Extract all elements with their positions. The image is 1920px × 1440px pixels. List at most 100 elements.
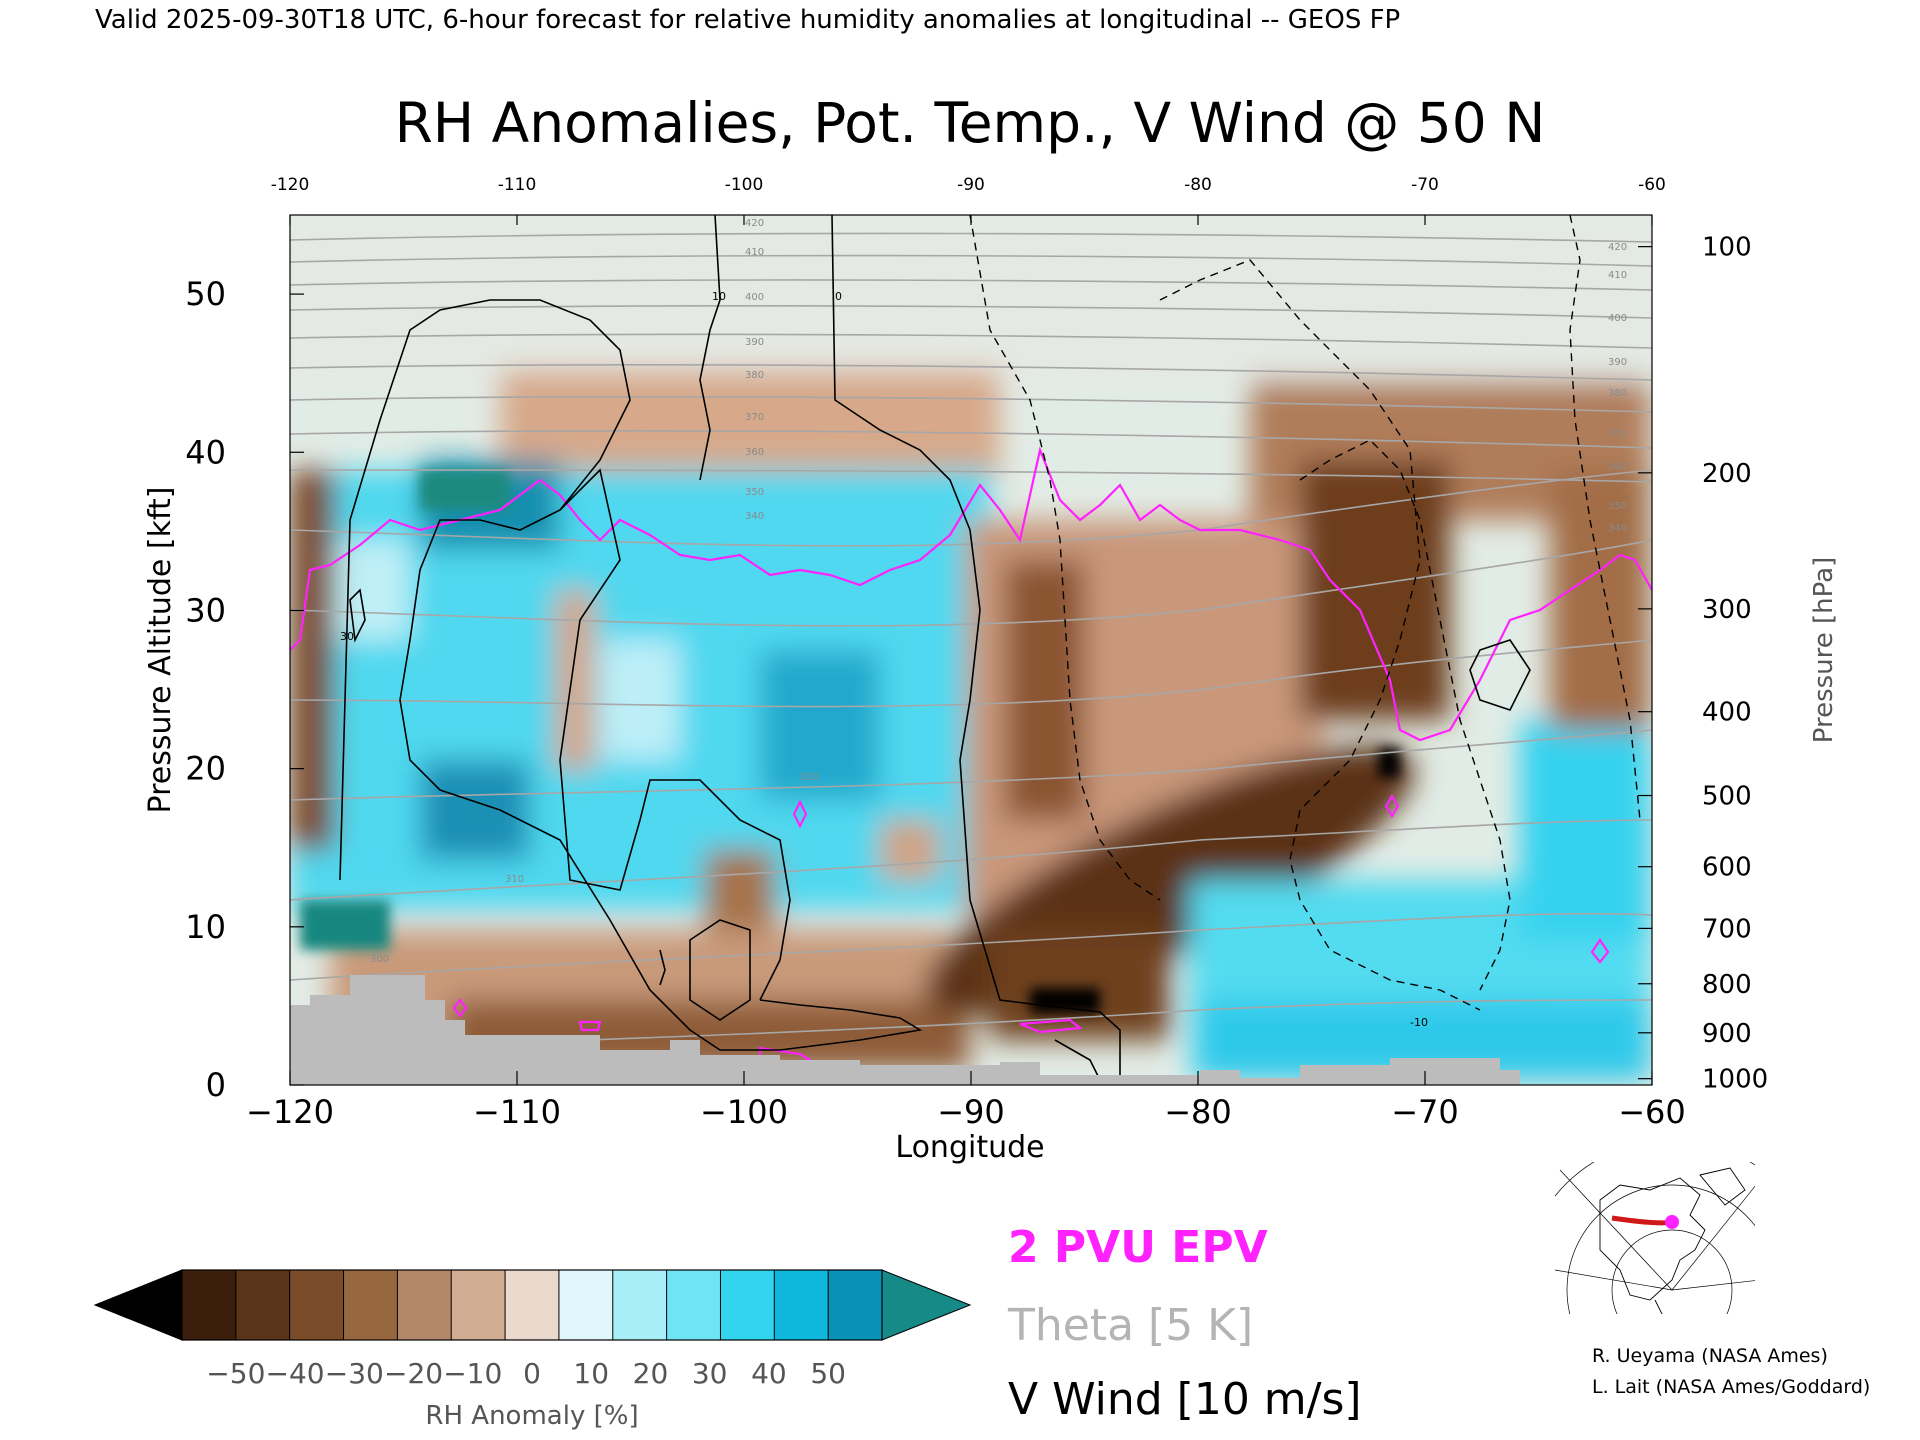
colorbar-swatch <box>343 1270 398 1340</box>
legend-theta: Theta [5 K] <box>1007 1300 1253 1351</box>
theta-label: 350 <box>745 487 764 498</box>
y-axis-right: 100 200 300 400 500 600 700 800 900 1000 <box>1638 233 1768 1095</box>
colorbar-tick-label: −40 <box>266 1357 325 1390</box>
black-patch-mid <box>1378 748 1400 778</box>
theta-label: 340 <box>745 511 764 522</box>
pressure-tick-label: 400 <box>1702 698 1752 728</box>
tan-far-right <box>1550 470 1650 730</box>
legend: 2 PVU EPV Theta [5 K] V Wind [10 m/s] <box>1007 1222 1362 1425</box>
y-axis-left: 0 10 20 30 40 50 <box>185 275 304 1104</box>
legend-vwind: V Wind [10 m/s] <box>1008 1374 1362 1425</box>
rh-anomaly-field <box>290 215 1652 1080</box>
brown-right-arc <box>1300 460 1450 720</box>
colorbar-swatch <box>451 1270 506 1340</box>
x-axis-label: Longitude <box>895 1130 1044 1165</box>
wind-label: 10 <box>712 290 726 303</box>
blue-right-edge <box>1520 720 1650 940</box>
colorbar-swatch <box>666 1270 721 1340</box>
colorbar-tick-label: 10 <box>573 1357 609 1390</box>
colorbar-swatch <box>720 1270 775 1340</box>
theta-label: 410 <box>745 247 764 258</box>
credit-2: L. Lait (NASA Ames/Goddard) <box>1592 1376 1870 1398</box>
v-wind-negative-contours <box>969 215 1641 1011</box>
colorbar-over-triangle <box>881 1269 972 1341</box>
x-tick-label: −100 <box>700 1093 788 1131</box>
theta-label-right: 400 <box>1608 313 1627 324</box>
top-tick-label: -110 <box>498 175 537 195</box>
colorbar-swatch <box>774 1270 829 1340</box>
theta-label: 390 <box>745 337 764 348</box>
x-tick-label: −110 <box>473 1093 561 1131</box>
colorbar-tick-label: 40 <box>751 1357 787 1390</box>
theta-label: 420 <box>745 218 764 229</box>
blue-light-2 <box>330 540 410 640</box>
pressure-tick-label: 500 <box>1702 782 1752 812</box>
colorbar-under-triangle <box>93 1269 183 1341</box>
y-tick-label: 30 <box>185 591 226 629</box>
colorbar-swatch <box>182 1270 237 1340</box>
tan-streak-1 <box>555 590 595 770</box>
theta-label: 360 <box>745 447 764 458</box>
top-tick-label: -90 <box>957 175 985 195</box>
tan-streak-2 <box>880 820 940 880</box>
credit-1: R. Ueyama (NASA Ames) <box>1592 1345 1828 1367</box>
pressure-tick-label: 1000 <box>1702 1065 1768 1095</box>
colorbar: −50 −40 −30 −20 −10 0 10 20 30 40 50 <box>93 1269 972 1390</box>
theta-label: 370 <box>745 412 764 423</box>
pressure-tick-label: 900 <box>1702 1019 1752 1049</box>
y-tick-label: 0 <box>206 1066 226 1104</box>
brown-lower-left <box>290 470 335 850</box>
top-tick-label: -120 <box>271 175 310 195</box>
x-tick-label: −80 <box>1164 1093 1232 1131</box>
colorbar-tick-label: −20 <box>384 1357 443 1390</box>
valid-line: Valid 2025-09-30T18 UTC, 6-hour forecast… <box>95 5 1400 35</box>
wind-labels: 10 0 -10 30 <box>340 290 1428 1029</box>
x-tick-label: −120 <box>246 1093 334 1131</box>
colorbar-frame <box>181 1269 883 1341</box>
theta-label: 320 <box>800 772 819 783</box>
rh-anomaly-details <box>300 470 1400 1014</box>
pressure-tick-label: 300 <box>1702 595 1752 625</box>
colorbar-swatch <box>612 1270 668 1340</box>
pressure-tick-label: 200 <box>1702 459 1752 489</box>
colorbar-tick-label: 30 <box>692 1357 728 1390</box>
terrain <box>290 975 1520 1085</box>
blue-deep-2 <box>420 760 530 860</box>
blue-light-1 <box>600 640 680 760</box>
wind-label: 30 <box>340 630 354 643</box>
colorbar-tick-label: −30 <box>325 1357 384 1390</box>
top-tick-label: -80 <box>1184 175 1212 195</box>
y-tick-label: 50 <box>185 275 226 313</box>
teal-patch-lower <box>300 900 390 950</box>
colorbar-label: RH Anomaly [%] <box>425 1401 638 1431</box>
plot-area <box>290 215 1652 1085</box>
colorbar-swatch <box>397 1270 452 1340</box>
colorbar-tick-label: 50 <box>810 1357 846 1390</box>
theta-label-right: 380 <box>1608 388 1627 399</box>
y-tick-label: 40 <box>185 433 226 471</box>
x-axis-bottom: −120 −110 −100 −90 −80 −70 −60 <box>246 1071 1686 1131</box>
x-axis-top: -120 -110 -100 -90 -80 -70 -60 <box>271 175 1666 225</box>
colorbar-tick-label: −10 <box>443 1357 502 1390</box>
v-wind-contours <box>339 215 1531 1085</box>
colorbar-tick-label: 0 <box>523 1357 541 1390</box>
top-tick-label: -70 <box>1411 175 1439 195</box>
tan-streak-3 <box>705 850 775 940</box>
theta-label: 380 <box>745 370 764 381</box>
section-marker <box>1665 1215 1679 1229</box>
x-tick-label: −70 <box>1391 1093 1459 1131</box>
y-tick-label: 10 <box>185 908 226 946</box>
y-tick-label: 20 <box>185 750 226 788</box>
colorbar-tick-label: 20 <box>633 1357 669 1390</box>
chart-title: RH Anomalies, Pot. Temp., V Wind @ 50 N <box>395 91 1546 155</box>
theta-label-right: 360 <box>1608 462 1627 473</box>
legend-epv: 2 PVU EPV <box>1008 1222 1268 1273</box>
theta-label: 310 <box>505 874 524 885</box>
colorbar-swatch <box>558 1270 614 1340</box>
pressure-tick-label: 700 <box>1702 914 1752 944</box>
theta-label-right: 410 <box>1608 270 1627 281</box>
wind-label: 0 <box>835 290 842 303</box>
wind-label: -10 <box>1410 1016 1428 1029</box>
theta-label: 400 <box>745 292 764 303</box>
